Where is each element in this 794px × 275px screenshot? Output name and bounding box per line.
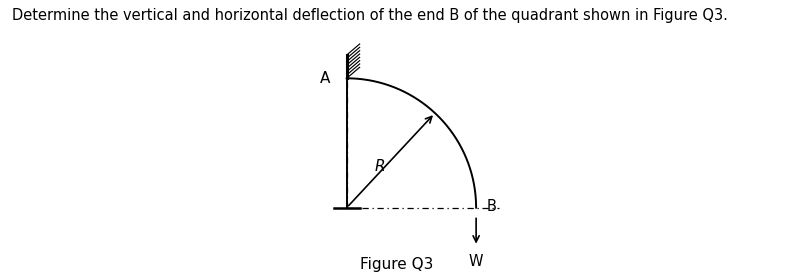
- Text: Figure Q3: Figure Q3: [360, 257, 434, 272]
- Text: R: R: [374, 159, 385, 174]
- Text: Determine the vertical and horizontal deflection of the end B of the quadrant sh: Determine the vertical and horizontal de…: [12, 8, 728, 23]
- Text: B: B: [487, 199, 496, 214]
- Text: A: A: [319, 71, 330, 86]
- Text: W: W: [469, 254, 484, 269]
